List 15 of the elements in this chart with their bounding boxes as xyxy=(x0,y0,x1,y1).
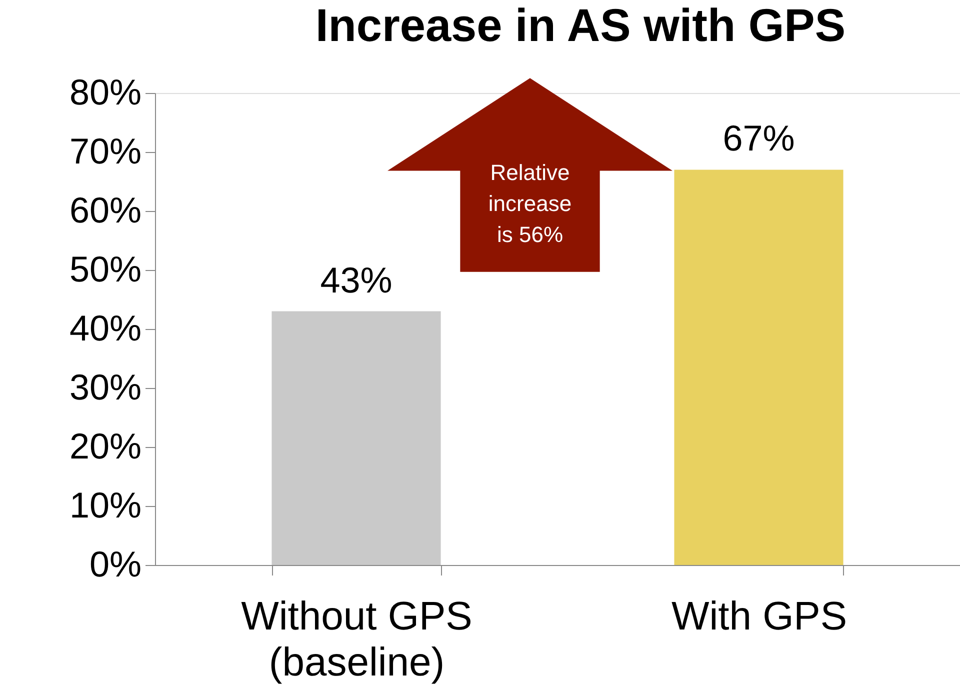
y-tick-label: 60% xyxy=(69,190,142,230)
y-tick-label: 70% xyxy=(69,130,142,172)
y-tick-label: 10% xyxy=(69,484,142,526)
y-tick-label: 0% xyxy=(89,544,142,584)
y-tick-label: 80% xyxy=(69,72,142,112)
y-tick-label: 30% xyxy=(69,366,142,408)
y-tick-label: 20% xyxy=(69,426,142,466)
chart-title: Increase in AS with GPS xyxy=(315,0,846,51)
x-tick-label: With GPS xyxy=(671,594,848,638)
data-label: 67% xyxy=(722,118,795,159)
y-tick-label: 40% xyxy=(69,308,142,348)
x-tick-label: Without GPS (baseline) xyxy=(241,594,472,684)
y-tick-label: 50% xyxy=(69,248,142,290)
annotation: Relative increase is 56% xyxy=(488,160,572,247)
data-label: 43% xyxy=(320,259,392,300)
